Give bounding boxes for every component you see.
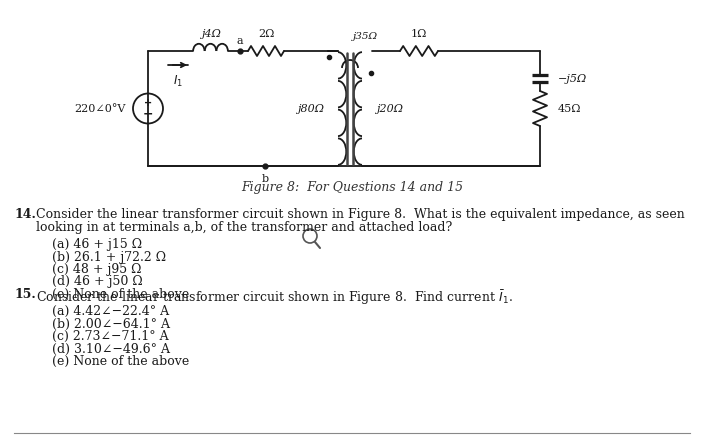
Text: (c) 2.73∠−71.1° A: (c) 2.73∠−71.1° A [52, 330, 169, 343]
Text: (d) 3.10∠−49.6° A: (d) 3.10∠−49.6° A [52, 343, 170, 355]
Text: 220∠0°V: 220∠0°V [75, 103, 126, 113]
Text: looking in at terminals a,b, of the transformer and attached load?: looking in at terminals a,b, of the tran… [36, 221, 452, 234]
Text: 1Ω: 1Ω [411, 29, 427, 39]
Text: −: − [143, 107, 153, 120]
Text: −j5Ω: −j5Ω [558, 74, 587, 84]
Text: (d) 46 + j50 Ω: (d) 46 + j50 Ω [52, 276, 143, 289]
Text: 45Ω: 45Ω [558, 103, 582, 113]
Text: $I_1$: $I_1$ [173, 74, 183, 89]
Text: +: + [144, 99, 152, 109]
Text: Figure 8:  For Questions 14 and 15: Figure 8: For Questions 14 and 15 [241, 181, 463, 194]
Text: 15.: 15. [14, 288, 36, 301]
Text: (c) 48 + j95 Ω: (c) 48 + j95 Ω [52, 263, 142, 276]
Text: a: a [237, 36, 244, 46]
Text: b: b [261, 174, 268, 184]
Text: j20Ω: j20Ω [376, 103, 403, 113]
Text: j4Ω: j4Ω [201, 29, 220, 39]
Text: Consider the linear transformer circuit shown in Figure 8.  What is the equivale: Consider the linear transformer circuit … [36, 208, 685, 221]
Text: (a) 4.42∠−22.4° A: (a) 4.42∠−22.4° A [52, 305, 169, 318]
Text: (e) None of the above: (e) None of the above [52, 288, 189, 301]
Text: Consider the linear transformer circuit shown in Figure 8.  Find current $\bar{I: Consider the linear transformer circuit … [36, 288, 513, 307]
Text: j35Ω: j35Ω [353, 32, 378, 41]
Text: (b) 2.00∠−64.1° A: (b) 2.00∠−64.1° A [52, 317, 170, 330]
Text: 2Ω: 2Ω [258, 29, 274, 39]
Text: (b) 26.1 + j72.2 Ω: (b) 26.1 + j72.2 Ω [52, 251, 166, 263]
Text: 14.: 14. [14, 208, 36, 221]
Text: j80Ω: j80Ω [297, 103, 324, 113]
Text: (e) None of the above: (e) None of the above [52, 355, 189, 368]
Text: (a) 46 + j15 Ω: (a) 46 + j15 Ω [52, 238, 142, 251]
